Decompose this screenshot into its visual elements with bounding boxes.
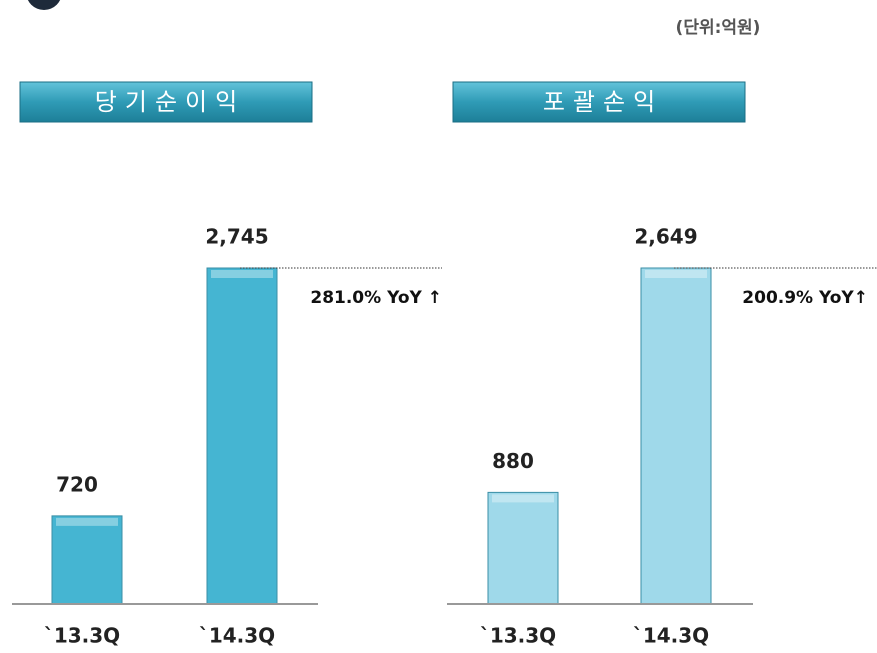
- value-label: 2,649: [634, 225, 697, 249]
- chart-header: 당기순이익: [95, 88, 245, 116]
- bar: [206, 267, 278, 605]
- value-label: 2,745: [205, 225, 268, 249]
- bar-highlight: [492, 494, 554, 503]
- chart-header-box: [452, 81, 746, 123]
- bar: [640, 267, 712, 605]
- x-tick-label: `14.3Q: [633, 624, 709, 648]
- annotation: 200.9% YoY↑: [742, 288, 868, 308]
- x-tick-label: `13.3Q: [44, 624, 120, 648]
- unit-label: (단위:억원): [676, 18, 761, 38]
- title-icon: [27, 0, 61, 10]
- x-tick-label: `14.3Q: [199, 624, 275, 648]
- bar: [487, 491, 559, 605]
- bar-highlight: [211, 270, 273, 278]
- bar-highlight: [56, 517, 118, 526]
- bar-highlight: [645, 270, 707, 278]
- chart-header-box: [19, 81, 313, 123]
- bar: [51, 515, 123, 605]
- annotation: 281.0% YoY ↑: [310, 288, 442, 308]
- chart-header: 포괄손익: [543, 88, 663, 116]
- x-tick-label: `13.3Q: [480, 624, 556, 648]
- value-label: 880: [492, 449, 534, 473]
- value-label: 720: [56, 472, 98, 496]
